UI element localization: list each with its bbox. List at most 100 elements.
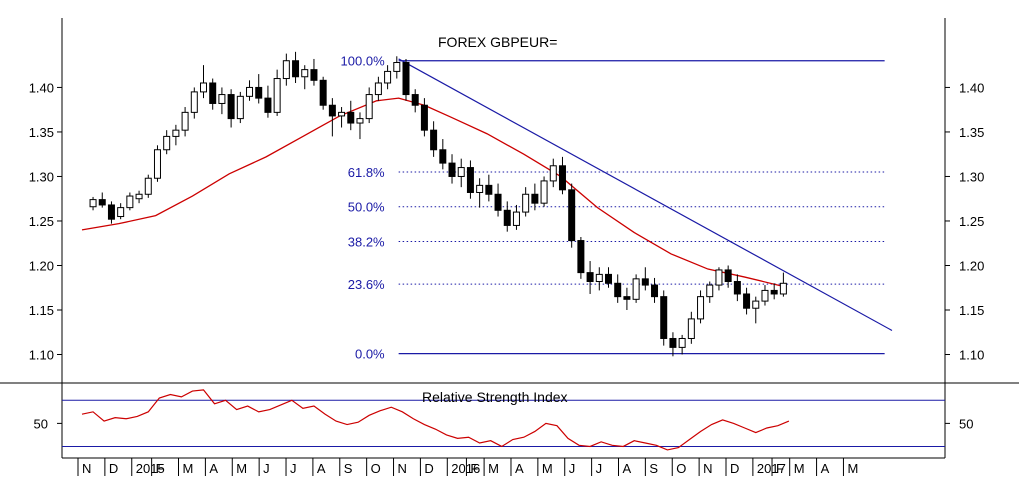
candle-body xyxy=(641,278,649,286)
price-panel: 100.0%61.8%50.0%38.2%23.6%0.0% 1.10 1.101… xyxy=(29,18,985,383)
candle-body xyxy=(623,296,631,300)
candle-body xyxy=(126,195,134,209)
price-tick-label-right: 1.25 xyxy=(959,214,984,229)
candle-body xyxy=(236,95,244,120)
candle-body xyxy=(153,149,161,179)
candle-body xyxy=(770,289,778,295)
time-axis-label: N xyxy=(398,461,407,476)
candle-body xyxy=(558,165,566,191)
time-axis-label: J xyxy=(290,461,297,476)
price-tick-label-left: 1.20 xyxy=(29,258,54,273)
candle-body xyxy=(292,60,300,78)
candle-body xyxy=(568,189,576,242)
candle-body xyxy=(531,193,539,204)
price-tick-label-left: 1.40 xyxy=(29,80,54,95)
price-axis-ticks: 1.10 1.10 1.15 1.15 1.20 1.20 1.25 1.25 1.30 1.30… xyxy=(29,80,985,362)
candle-body xyxy=(98,199,106,206)
candle-body xyxy=(163,135,171,151)
candle-body xyxy=(420,104,428,131)
candle-body xyxy=(503,209,511,226)
candle-body xyxy=(338,111,346,117)
time-axis-label: M xyxy=(794,461,805,476)
chart-title: FOREX GBPEUR= xyxy=(438,34,557,50)
candle-body xyxy=(457,167,465,177)
candle-body xyxy=(697,296,705,320)
time-axis-label: D xyxy=(109,461,118,476)
candle-body xyxy=(356,118,364,124)
candle-body xyxy=(190,91,198,113)
rsi-tick-label-right: 50 xyxy=(959,416,973,431)
candle-body xyxy=(687,318,695,339)
time-axis-label: A xyxy=(209,461,218,476)
candle-body xyxy=(706,284,714,298)
candle-body xyxy=(273,78,281,113)
time-axis-label: O xyxy=(371,461,381,476)
candle-body xyxy=(328,104,336,117)
time-axis-label: M xyxy=(488,461,499,476)
price-tick-label-right: 1.35 xyxy=(959,125,984,140)
candle-body xyxy=(743,293,751,309)
candle-body xyxy=(632,278,640,300)
time-axis-label: J xyxy=(596,461,603,476)
candle-body xyxy=(733,281,741,295)
candle-body xyxy=(466,167,474,193)
candle-body xyxy=(439,149,447,164)
candle-body xyxy=(144,177,152,195)
candle-body xyxy=(218,94,226,104)
fib-level-label: 50.0% xyxy=(348,200,385,215)
candle-body xyxy=(678,337,686,348)
time-axis-label: 2016 xyxy=(451,461,480,476)
price-tick-label-left: 1.15 xyxy=(29,303,54,318)
candle-body xyxy=(374,82,382,96)
candle-body xyxy=(586,272,594,283)
price-tick-label-right: 1.30 xyxy=(959,169,984,184)
time-axis-label: O xyxy=(676,461,686,476)
time-axis-label: M xyxy=(847,461,858,476)
candle-body xyxy=(89,199,97,208)
candle-body xyxy=(365,94,373,120)
time-axis-label: M xyxy=(542,461,553,476)
candle-body xyxy=(402,62,410,96)
candle-body xyxy=(485,184,493,195)
candle-body xyxy=(172,129,180,137)
candle-body xyxy=(651,284,659,298)
candle-body xyxy=(246,86,254,97)
candle-body xyxy=(660,296,668,339)
rsi-title: Relative Strength Index xyxy=(422,389,568,405)
candles-group xyxy=(89,51,787,357)
time-axis-label: F xyxy=(156,461,164,476)
time-axis-label: 2017 xyxy=(757,461,786,476)
price-tick-label-right: 1.20 xyxy=(959,258,984,273)
candle-body xyxy=(540,180,548,204)
price-tick-label-left: 1.35 xyxy=(29,125,54,140)
candle-body xyxy=(181,111,189,131)
price-tick-label-left: 1.10 xyxy=(29,348,54,363)
price-tick-label-right: 1.15 xyxy=(959,303,984,318)
candle-body xyxy=(411,94,419,106)
fib-level-label: 0.0% xyxy=(355,347,385,362)
candle-body xyxy=(264,97,272,113)
candle-body xyxy=(669,337,677,348)
candle-body xyxy=(200,82,207,93)
time-axis-label: J xyxy=(569,461,576,476)
candle-body xyxy=(384,70,392,84)
trendline-group xyxy=(398,58,893,332)
candle-body xyxy=(310,69,318,81)
candle-body xyxy=(393,62,401,72)
candle-body xyxy=(512,211,520,226)
rsi-line xyxy=(81,389,790,451)
time-axis-label: F xyxy=(776,461,784,476)
time-axis-label: D xyxy=(424,461,433,476)
candle-body xyxy=(448,162,456,177)
time-axis-label: M xyxy=(236,461,247,476)
candle-body xyxy=(227,94,235,120)
candle-body xyxy=(715,269,723,286)
candle-body xyxy=(614,282,622,298)
fib-level-label: 61.8% xyxy=(348,165,385,180)
candle-body xyxy=(595,273,603,283)
candle-body xyxy=(476,184,484,193)
candle-body xyxy=(301,69,309,78)
